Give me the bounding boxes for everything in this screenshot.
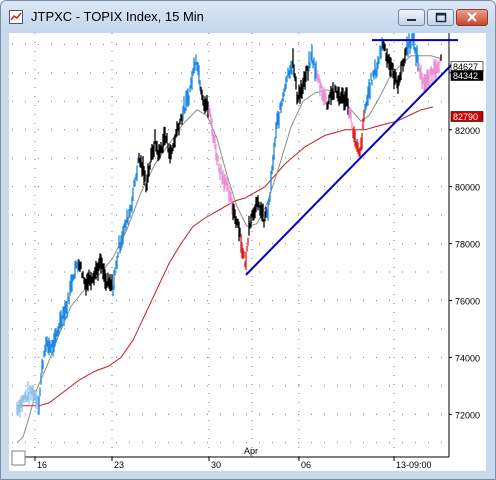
y-tick-label: 82000: [455, 126, 480, 136]
ma-fast-line: [16, 55, 442, 444]
x-tick-label: 23: [114, 460, 124, 470]
x-tick-label: 06: [301, 460, 311, 470]
y-tick-label: 72000: [455, 410, 480, 420]
price-tag-label: 84627: [453, 62, 478, 72]
close-button[interactable]: [456, 9, 488, 26]
y-tick-label: 78000: [455, 240, 480, 250]
chart-area[interactable]: 7200074000760007800080000820008400016233…: [9, 32, 486, 471]
trendline[interactable]: [245, 63, 453, 276]
scroll-box[interactable]: [11, 450, 26, 466]
close-icon: [467, 12, 477, 22]
minimize-icon: [407, 19, 416, 21]
grid: [12, 33, 449, 457]
y-tick-label: 76000: [455, 296, 480, 306]
price-chart[interactable]: 7200074000760007800080000820008400016233…: [9, 32, 486, 471]
price-tag-label: 84342: [453, 71, 478, 81]
x-tick-label: 16: [37, 460, 47, 470]
y-tick-label: 74000: [455, 353, 480, 363]
window-title: JTPXC - TOPIX Index, 15 Min: [31, 9, 204, 24]
x-tick-label: 13-09:00: [396, 460, 432, 470]
chart-app-icon: [9, 10, 23, 24]
x-tick-label: 30: [211, 460, 221, 470]
month-label: Apr: [244, 446, 258, 456]
axes: 7200074000760007800080000820008400016233…: [12, 33, 480, 470]
price-tag: [450, 70, 484, 81]
series-layer: [16, 32, 458, 444]
title-bar[interactable]: JTPXC - TOPIX Index, 15 Min: [1, 1, 495, 33]
price-tag-label: 82790: [453, 112, 478, 122]
y-tick-label: 80000: [455, 183, 480, 193]
maximize-icon: [435, 12, 447, 23]
price-tag: [450, 111, 484, 122]
minimize-button[interactable]: [398, 9, 425, 26]
ma-slow-line: [17, 106, 434, 407]
maximize-button[interactable]: [427, 9, 454, 26]
